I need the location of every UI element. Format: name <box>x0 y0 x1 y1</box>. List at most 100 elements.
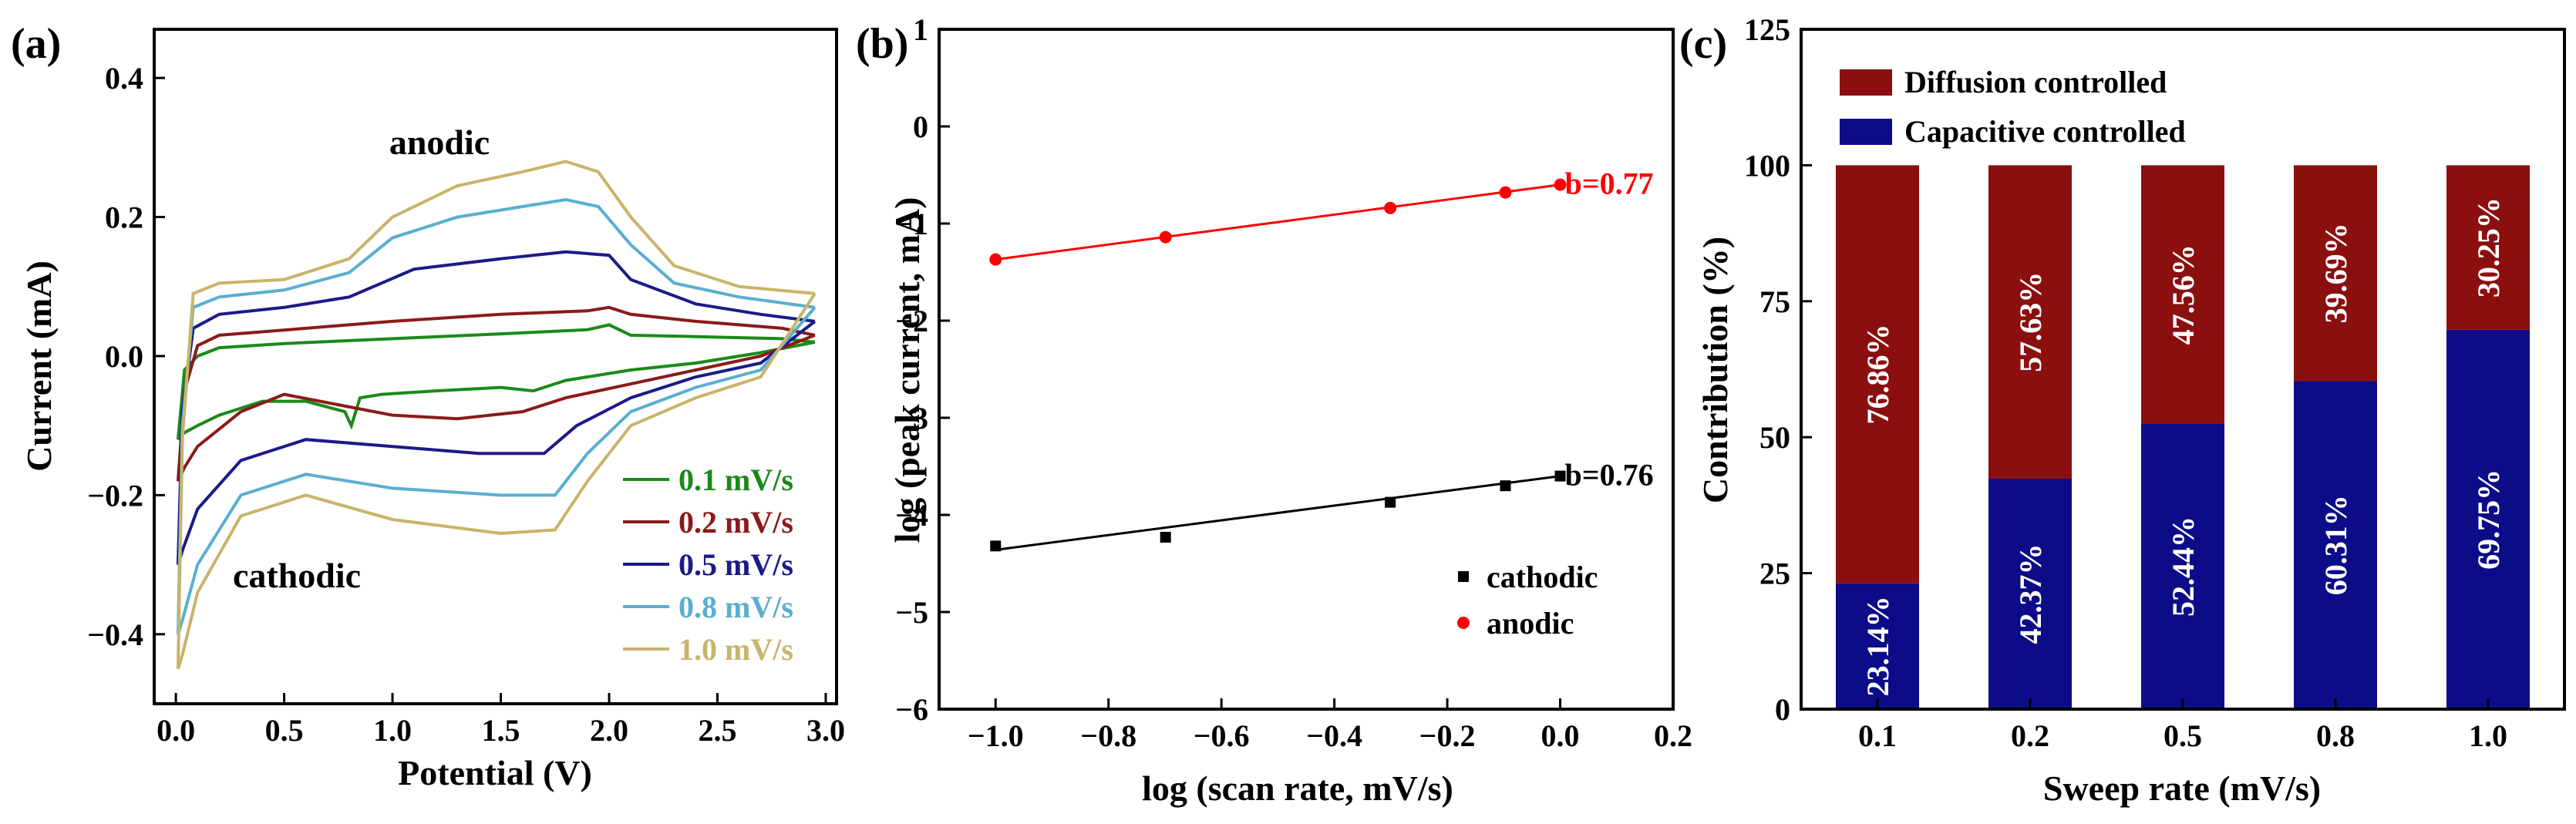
b-ytick-label: −4 <box>895 498 928 533</box>
panel-a-legend: 0.1 mV/s 0.2 mV/s 0.5 mV/s 0.8 mV/s 1.0 mV/s <box>623 462 793 667</box>
panel-b-axes: −1.0 −0.8 −0.6 −0.4 −0.2 0.0 0.2 −6 −5 −4 −3 −2 −1 0 1 <box>895 12 1692 753</box>
series-a-2-anodic-branch <box>176 250 816 565</box>
panel-b-xlabel: log (scan rate, mV/s) <box>1142 769 1453 808</box>
panel-b-label: (b) <box>856 20 908 68</box>
b-legend-marker-anodic <box>1457 617 1470 629</box>
c-xtick-label: 1.0 <box>2469 718 2507 753</box>
c-legend-label-0: Diffusion controlled <box>1904 65 2167 99</box>
b-point-cathodic <box>1385 496 1396 508</box>
a-ytick-label: 0.4 <box>105 61 143 96</box>
a-ytick-label: −0.4 <box>87 617 143 652</box>
c-bar-value-label: 52.44% <box>2166 516 2201 617</box>
panel-b-log-plot: (b) −1.0 −0.8 −0.6 −0.4 −0.2 0.0 0.2 −6 −5 −4 −3 −2… <box>856 12 1692 808</box>
c-bar-value-label: 76.86% <box>1860 325 1895 425</box>
b-point-cathodic <box>990 540 1002 552</box>
panel-b-frame <box>938 28 1675 711</box>
c-bar-capacitive-1.0 <box>2446 329 2530 709</box>
panel-a-annotation-cathodic: cathodic <box>233 556 361 595</box>
b-xtick-label: −0.4 <box>1306 718 1362 753</box>
b-xtick-label: −0.6 <box>1194 718 1250 753</box>
b-xtick-label: −1.0 <box>968 718 1024 753</box>
panel-a-series <box>176 160 817 670</box>
c-legend-swatch-0 <box>1840 69 1892 96</box>
b-point-anodic <box>1384 201 1397 214</box>
c-bar-diffusion-1.0 <box>2446 165 2530 330</box>
b-fit-line-anodic <box>995 183 1561 261</box>
panel-c-legend: Diffusion controlled Capacitive controlle… <box>1840 65 2186 149</box>
b-xtick-label: 0.0 <box>1541 718 1580 753</box>
panel-c-axes: 0.1 0.2 0.5 0.8 1.0 0 25 50 75 100 125 <box>1744 12 2507 753</box>
panel-a-label: (a) <box>11 20 61 68</box>
b-point-anodic <box>1159 230 1172 244</box>
b-point-cathodic <box>1500 480 1511 492</box>
c-bar-capacitive-0.8 <box>2294 381 2377 709</box>
series-a-0-anodic-branch <box>176 323 816 440</box>
c-bar-value-label: 23.14% <box>1860 596 1895 696</box>
c-legend-swatch-1 <box>1840 119 1892 145</box>
a-xtick-label: 1.0 <box>373 713 412 748</box>
c-ytick-label: 125 <box>1744 12 1790 47</box>
panel-a-xlabel: Potential (V) <box>398 753 592 792</box>
c-ytick-label: 100 <box>1744 148 1790 183</box>
b-xtick-label: 0.2 <box>1654 718 1692 753</box>
a-xtick-label: 1.5 <box>482 713 520 748</box>
a-ytick-label: 0.0 <box>105 339 143 374</box>
panel-b-legend: cathodic anodic <box>1457 560 1598 641</box>
panel-a-annotation-anodic: anodic <box>389 123 490 162</box>
series-a-4-anodic-branch <box>176 160 816 669</box>
a-ytick-label: 0.2 <box>105 200 143 235</box>
b-point-anodic <box>1499 186 1512 199</box>
c-bar-capacitive-0.1 <box>1836 583 1919 709</box>
series-a-0-cathodic-branch <box>177 340 816 441</box>
c-xtick-label: 0.8 <box>2316 718 2355 753</box>
c-xtick-label: 0.5 <box>2164 718 2202 753</box>
c-legend-label-1: Capacitive controlled <box>1904 114 2186 149</box>
series-a-2-cathodic-branch <box>176 320 817 566</box>
panel-c-xlabel: Sweep rate (mV/s) <box>2043 769 2321 808</box>
b-point-anodic <box>1554 178 1567 191</box>
c-bar-capacitive-0.2 <box>1988 479 2072 709</box>
panel-a-axes: 0.0 0.5 1.0 1.5 2.0 2.5 3.0 −0.4 −0.2 0.0 0.2 0.4 <box>87 61 845 748</box>
b-fit-line-cathodic <box>995 475 1561 551</box>
panel-a-cv-curves: (a) 0.0 0.5 1.0 1.5 2.0 2.5 3.0−0.4−0.20.00.20… <box>11 20 845 792</box>
b-xtick-label: −0.2 <box>1419 718 1476 753</box>
c-ytick-label: 75 <box>1759 284 1790 319</box>
panel-a-frame <box>153 28 838 705</box>
c-ytick-label: 25 <box>1759 557 1790 591</box>
c-bar-value-label: 39.69% <box>2318 223 2353 323</box>
b-ytick-label: −1 <box>895 207 928 241</box>
c-bar-value-label: 69.75% <box>2471 469 2506 570</box>
b-point-cathodic <box>1554 470 1566 482</box>
c-xtick-label: 0.1 <box>1858 718 1897 753</box>
series-a-1-cathodic-branch <box>177 334 816 483</box>
b-fit-label-anodic: b=0.77 <box>1565 166 1654 201</box>
c-bar-diffusion-0.2 <box>1988 165 2072 479</box>
a-xtick-label: 0.0 <box>157 713 195 748</box>
c-bar-capacitive-0.5 <box>2141 423 2224 709</box>
b-legend-marker-cathodic <box>1458 571 1469 582</box>
b-ytick-label: 1 <box>913 12 928 47</box>
panel-b-series: b=0.76 b=0.77 <box>989 166 1654 552</box>
a-legend-label-3: 0.8 mV/s <box>679 590 793 624</box>
a-legend-label-2: 0.5 mV/s <box>679 547 793 582</box>
b-ytick-label: −5 <box>895 595 928 630</box>
b-point-cathodic <box>1160 531 1171 543</box>
series-a-3-anodic-branch <box>176 197 816 634</box>
b-ytick-label: −2 <box>895 304 928 338</box>
b-legend-label-anodic: anodic <box>1487 606 1574 641</box>
b-ytick-label: −6 <box>895 692 928 727</box>
a-xtick-label: 2.5 <box>698 713 736 748</box>
c-bar-diffusion-0.5 <box>2141 165 2224 424</box>
b-ytick-label: −3 <box>895 401 928 436</box>
c-bar-value-label: 47.56% <box>2166 244 2201 345</box>
a-legend-label-1: 0.2 mV/s <box>679 505 793 540</box>
a-xtick-label: 2.0 <box>590 713 628 748</box>
series-a-4-cathodic-branch <box>176 292 817 670</box>
b-legend-label-cathodic: cathodic <box>1487 560 1598 594</box>
a-xtick-label: 3.0 <box>806 713 845 748</box>
a-legend-label-4: 1.0 mV/s <box>679 632 793 667</box>
c-bar-value-label: 30.25% <box>2471 197 2506 298</box>
panel-c-stacked-bars: (c) 23.14% 76.86% 42.37% 57.63% 52.44% 47.56%… <box>1679 12 2566 808</box>
c-bar-value-label: 57.63% <box>2013 272 2048 372</box>
